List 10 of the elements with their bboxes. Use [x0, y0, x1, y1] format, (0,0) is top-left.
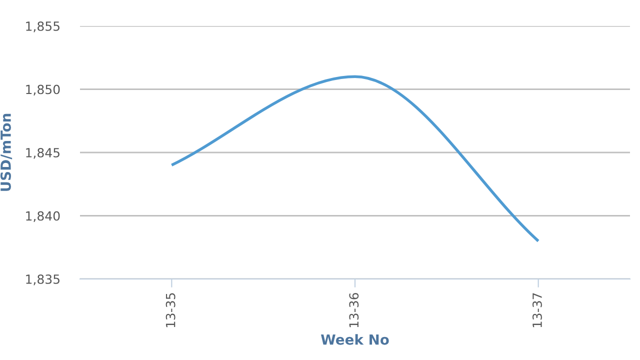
y-tick-label: 1,855: [26, 21, 60, 32]
x-tick-label: 13-35: [166, 293, 176, 328]
x-tick-label: 13-37: [532, 293, 542, 328]
y-tick-label: 1,845: [26, 148, 60, 159]
y-tick-label: 1,835: [26, 274, 60, 286]
y-axis-title: USD/mTon: [0, 114, 12, 191]
x-tick-label: 13-36: [349, 292, 359, 328]
y-tick-label: 1,850: [26, 84, 60, 96]
x-axis-title: Week No: [320, 334, 389, 345]
y-tick-label: 1,840: [26, 211, 60, 222]
